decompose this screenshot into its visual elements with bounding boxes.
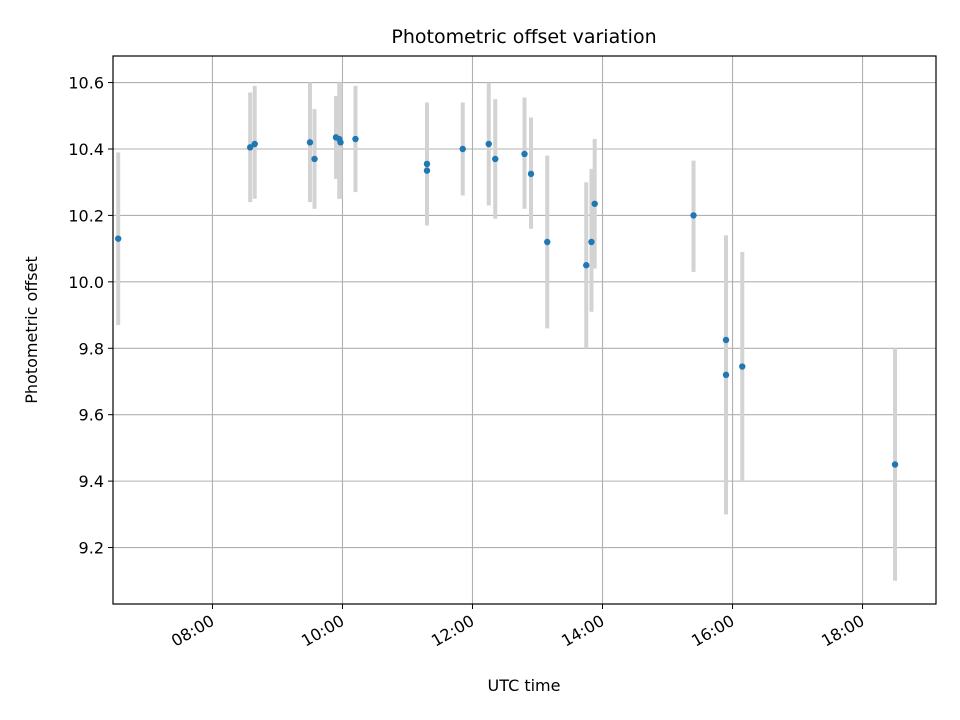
data-point: [544, 238, 551, 246]
x-tick-label: 10:00: [298, 611, 347, 651]
data-point: [311, 155, 318, 163]
data-point: [246, 144, 254, 151]
y-tick-label: 9.8: [79, 339, 104, 358]
y-tick-label: 10.0: [68, 273, 104, 292]
data-point: [337, 139, 344, 146]
y-tick-label: 10.2: [68, 206, 104, 225]
data-point: [739, 363, 746, 370]
y-tick-label: 10.6: [68, 74, 104, 93]
y-axis-label: Photometric offset: [22, 256, 41, 404]
data-point: [423, 167, 431, 174]
y-tick-label: 10.4: [68, 140, 104, 159]
y-tick-label: 9.4: [79, 472, 104, 491]
y-axis-ticks: 9.2 9.4 9.6 9.8 10.0 10.2 10.4 10.6: [68, 74, 113, 558]
data-point: [591, 200, 598, 207]
data-point: [722, 371, 730, 379]
x-tick-label: 18:00: [818, 611, 867, 651]
chart-title: Photometric offset variation: [391, 26, 656, 48]
x-tick-label: 12:00: [428, 611, 477, 651]
y-tick-label: 9.6: [79, 406, 104, 425]
x-tick-label: 16:00: [688, 611, 737, 651]
data-point: [527, 170, 535, 178]
data-point: [485, 140, 492, 148]
x-axis-ticks: 08:00 10:00 12:00 14:00 16:00 18:00: [168, 604, 868, 651]
x-tick-label: 08:00: [168, 611, 217, 651]
data-point: [423, 160, 431, 168]
data-point: [459, 145, 466, 153]
data-point: [251, 140, 258, 148]
data-point: [588, 238, 595, 246]
x-tick-label: 14:00: [558, 611, 607, 651]
data-point: [891, 461, 899, 468]
data-points: [115, 134, 899, 468]
y-tick-label: 9.2: [79, 539, 104, 558]
error-bars: [116, 82, 898, 581]
data-point: [306, 139, 314, 146]
data-point: [492, 155, 499, 163]
data-point: [115, 235, 122, 242]
data-point: [521, 150, 528, 158]
data-point: [722, 336, 730, 344]
data-point: [583, 262, 590, 269]
data-point: [352, 135, 359, 143]
x-axis-label: UTC time: [488, 676, 561, 695]
plot-frame: [112, 55, 937, 605]
data-point: [690, 212, 697, 219]
